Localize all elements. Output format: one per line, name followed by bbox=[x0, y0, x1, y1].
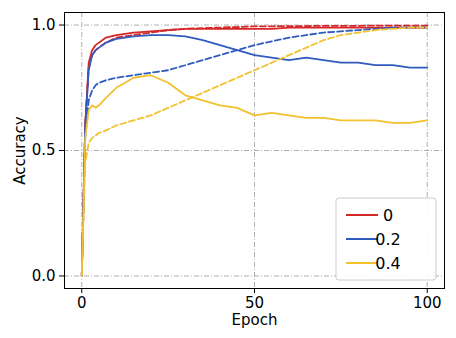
svg-text:50: 50 bbox=[245, 294, 264, 312]
svg-text:0.0: 0.0 bbox=[32, 267, 56, 285]
svg-text:100: 100 bbox=[413, 294, 442, 312]
svg-text:0: 0 bbox=[77, 294, 87, 312]
svg-text:0: 0 bbox=[383, 206, 393, 225]
svg-text:1.0: 1.0 bbox=[32, 16, 56, 34]
svg-text:0.2: 0.2 bbox=[375, 230, 400, 249]
svg-text:0.5: 0.5 bbox=[32, 141, 56, 159]
svg-text:Epoch: Epoch bbox=[232, 311, 278, 329]
svg-text:Accuracy: Accuracy bbox=[11, 116, 29, 185]
svg-text:0.4: 0.4 bbox=[375, 254, 400, 273]
